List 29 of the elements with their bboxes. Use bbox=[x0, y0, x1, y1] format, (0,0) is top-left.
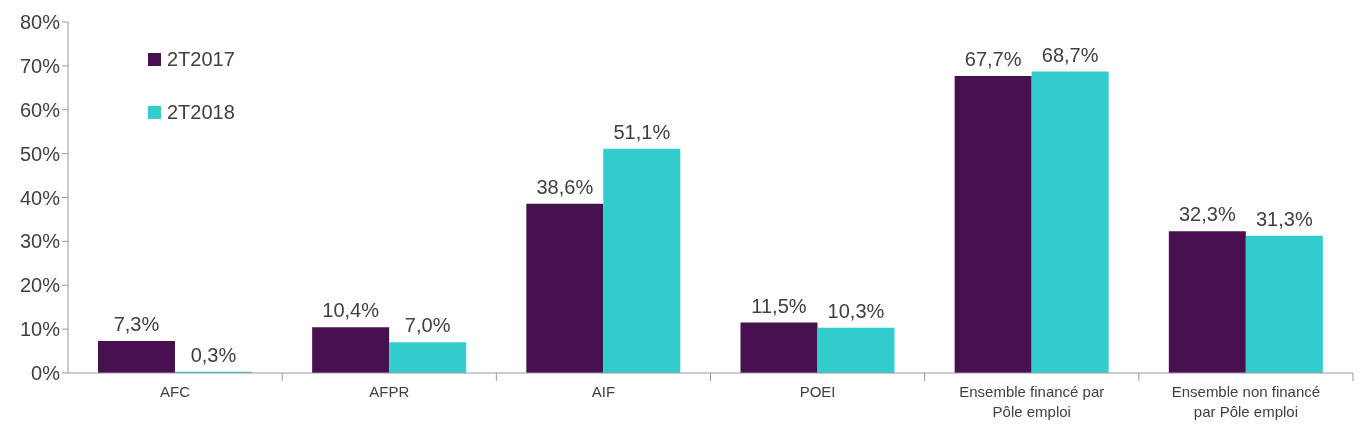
data-label: 38,6% bbox=[536, 175, 594, 198]
y-tick-label: 10% bbox=[19, 318, 61, 341]
y-tick-label: 50% bbox=[19, 142, 61, 165]
y-tick-label: 20% bbox=[19, 274, 61, 297]
data-label: 67,7% bbox=[964, 47, 1022, 70]
x-tick-label: POEI bbox=[799, 383, 836, 400]
x-tick-label: Ensemble non financé par Pôle emploi bbox=[1171, 383, 1321, 420]
x-tick-label: AIF bbox=[591, 383, 616, 400]
data-label: 7,3% bbox=[113, 312, 160, 335]
x-tick-label: Ensemble financé par Pôle emploi bbox=[959, 383, 1105, 420]
data-label: 68,7% bbox=[1041, 43, 1099, 66]
data-label: 10,4% bbox=[322, 299, 380, 322]
y-tick-label: 0% bbox=[31, 362, 61, 385]
y-tick-label: 70% bbox=[19, 54, 61, 77]
data-label: 10,3% bbox=[827, 299, 885, 322]
x-tick-label: AFC bbox=[160, 383, 191, 400]
x-tick-label: AFPR bbox=[369, 383, 410, 400]
data-label: 0,3% bbox=[190, 343, 237, 366]
legend-label: 2T2018 bbox=[167, 101, 235, 124]
data-label: 7,0% bbox=[404, 314, 451, 337]
legend-label: 2T2017 bbox=[167, 48, 235, 71]
data-label: 32,3% bbox=[1178, 203, 1236, 226]
data-label: 51,1% bbox=[613, 120, 671, 143]
y-tick-label: 40% bbox=[19, 186, 61, 209]
data-label: 11,5% bbox=[751, 294, 807, 317]
y-tick-label: 30% bbox=[19, 230, 61, 253]
data-label: 31,3% bbox=[1255, 207, 1313, 230]
y-tick-label: 80% bbox=[19, 11, 61, 34]
y-tick-label: 60% bbox=[19, 98, 61, 121]
